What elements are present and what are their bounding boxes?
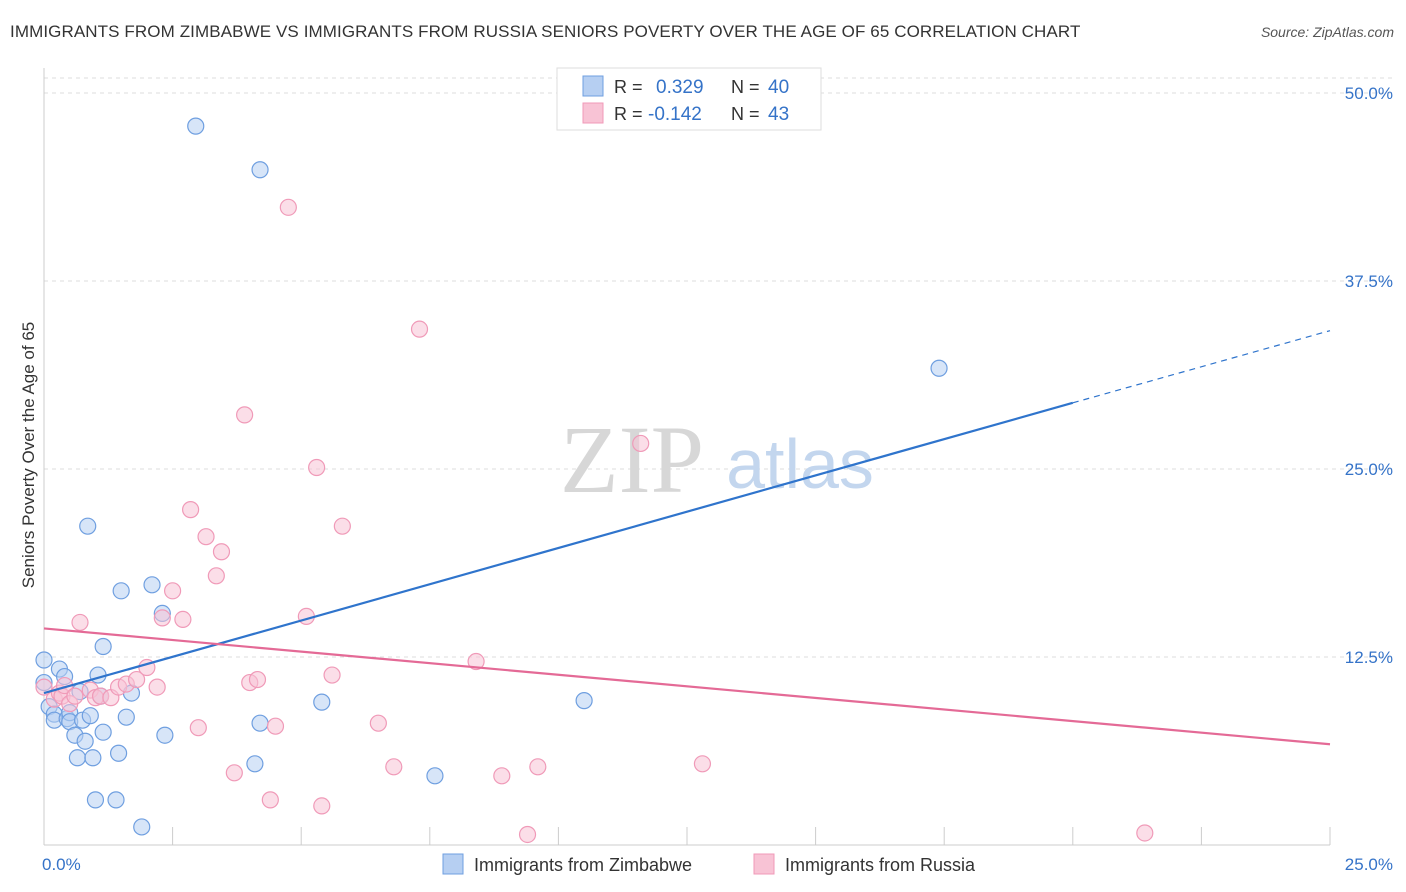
russia-point (182, 501, 200, 519)
zimbabwe-point (107, 791, 125, 809)
russia-point (529, 758, 547, 776)
stats-n-label-russia: N = (731, 104, 760, 124)
zimbabwe-point (76, 732, 94, 750)
russia-point (236, 406, 254, 424)
russia-point (410, 320, 429, 338)
russia-point (164, 582, 182, 600)
y-tick-label: 25.0% (1345, 460, 1393, 479)
russia-point (207, 567, 225, 585)
zimbabwe-point (79, 517, 97, 535)
scatter-points (35, 117, 1154, 844)
zimbabwe-trend-extension (1072, 330, 1331, 404)
zimbabwe-point (94, 637, 112, 656)
trend-lines (43, 330, 1331, 746)
y-tick-label: 12.5% (1345, 648, 1393, 667)
zimbabwe-point (94, 723, 112, 741)
russia-point (518, 825, 537, 844)
russia-point (197, 528, 215, 546)
russia-point (323, 666, 341, 684)
zimbabwe-point (109, 744, 128, 762)
gridlines (44, 77, 1393, 658)
zimbabwe-point (68, 749, 87, 767)
legend-label-zimbabwe: Immigrants from Zimbabwe (474, 855, 692, 875)
zimbabwe-point (86, 791, 105, 809)
y-tick-label: 50.0% (1345, 84, 1393, 103)
series-legend: Immigrants from Zimbabwe Immigrants from… (442, 853, 976, 875)
zimbabwe-point (313, 693, 331, 711)
russia-point (174, 610, 192, 629)
zimbabwe-point (575, 692, 593, 710)
russia-point (266, 717, 285, 735)
russia-trend-line (43, 627, 1331, 746)
russia-point (279, 198, 297, 216)
zimbabwe-point (81, 707, 99, 725)
zimbabwe-point (246, 755, 264, 773)
stats-r-value-russia: -0.142 (648, 104, 702, 125)
stats-n-label-zimbabwe: N = (731, 77, 760, 97)
russia-point (127, 670, 146, 689)
stats-n-value-zimbabwe: 40 (768, 77, 789, 98)
russia-point (189, 719, 207, 737)
zimbabwe-trend-line (43, 401, 1074, 695)
russia-point (225, 764, 243, 782)
russia-point (632, 434, 650, 453)
zimbabwe-point (187, 117, 205, 135)
legend-swatch-russia (753, 853, 775, 875)
stats-r-value-zimbabwe: 0.329 (656, 77, 704, 98)
zimbabwe-point (84, 749, 102, 767)
russia-point (467, 652, 485, 671)
stats-swatch-zimbabwe (582, 75, 604, 97)
russia-point (248, 670, 267, 689)
russia-point (212, 543, 231, 561)
zimbabwe-point (251, 161, 269, 179)
stats-r-label-russia: R = (614, 104, 643, 124)
zimbabwe-point (156, 726, 174, 744)
russia-point (1136, 824, 1154, 842)
zimbabwe-point (35, 651, 53, 669)
russia-point (66, 687, 84, 705)
zimbabwe-point (426, 767, 444, 785)
axes: 12.5% 25.0% 37.5% 50.0% 0.0% 25.0% (42, 68, 1393, 874)
y-axis-label: Seniors Poverty Over the Age of 65 (19, 322, 38, 588)
russia-point (308, 458, 326, 477)
zimbabwe-point (930, 359, 948, 377)
y-tick-label: 37.5% (1345, 272, 1393, 291)
x-tick-label: 0.0% (42, 855, 81, 874)
chart-title: IMMIGRANTS FROM ZIMBABWE VS IMMIGRANTS F… (10, 22, 1081, 41)
zimbabwe-point (143, 576, 161, 594)
russia-point (693, 755, 712, 773)
watermark-atlas: atlas (726, 425, 874, 503)
stats-n-value-russia: 43 (768, 104, 789, 125)
zimbabwe-point (251, 714, 269, 732)
russia-point (261, 791, 279, 809)
russia-point (153, 609, 171, 627)
zimbabwe-point (89, 666, 107, 684)
zimbabwe-point (133, 818, 151, 836)
legend-swatch-zimbabwe (442, 853, 464, 875)
russia-point (333, 517, 351, 535)
zimbabwe-point (112, 582, 130, 600)
stats-swatch-russia (582, 102, 604, 124)
legend-label-russia: Immigrants from Russia (785, 855, 976, 875)
russia-point (369, 714, 387, 732)
chart-source: Source: ZipAtlas.com (1260, 24, 1394, 40)
russia-point (71, 613, 89, 632)
x-tick-label: 25.0% (1345, 855, 1393, 874)
stats-r-label-zimbabwe: R = (614, 77, 643, 97)
russia-point (148, 678, 166, 696)
russia-point (493, 767, 511, 785)
russia-point (385, 758, 403, 776)
stats-legend: R = 0.329 N = 40 R = -0.142 N = 43 (556, 67, 822, 131)
zimbabwe-point (117, 708, 135, 726)
russia-point (313, 797, 331, 815)
watermark-zip: ZIP (560, 406, 704, 513)
